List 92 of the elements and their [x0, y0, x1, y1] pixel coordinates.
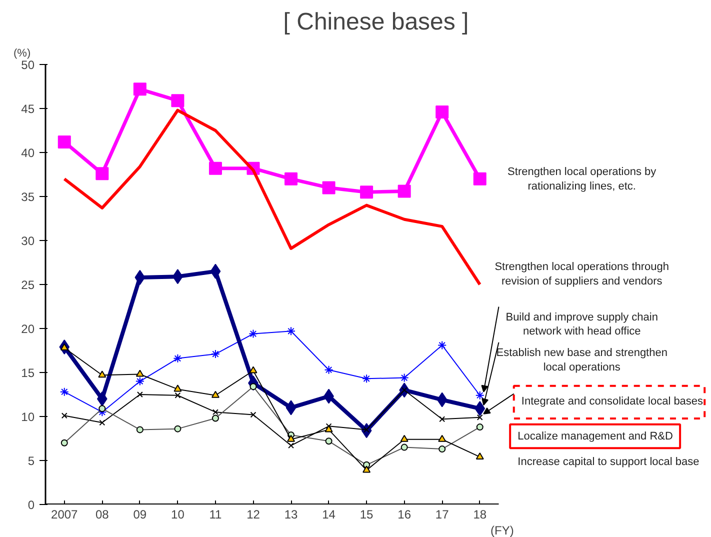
point	[171, 94, 184, 108]
y-tick-label: 25	[21, 278, 35, 292]
point	[360, 186, 374, 199]
y-tick-label: 5	[28, 454, 35, 468]
x-tick-label: 14	[322, 508, 336, 522]
point	[400, 434, 408, 442]
x-tick-label: 13	[284, 508, 298, 522]
point	[212, 409, 218, 416]
point	[474, 401, 486, 416]
series-label: Strengthen local operations by rationalizing lines, etc.	[508, 166, 657, 192]
point	[438, 446, 446, 453]
y-tick-label: 35	[21, 190, 35, 204]
point	[286, 400, 296, 416]
point	[174, 425, 182, 432]
point	[210, 264, 221, 279]
point	[136, 392, 143, 398]
point	[96, 167, 109, 180]
point	[133, 82, 146, 96]
y-tick-label: 0	[28, 498, 35, 512]
y-tick-label: 20	[21, 322, 35, 336]
point	[58, 135, 71, 148]
point	[476, 414, 483, 420]
point	[473, 172, 486, 186]
point	[99, 420, 106, 426]
text: Build and improve supply chain network with head office	[506, 311, 658, 338]
point	[60, 387, 69, 396]
point	[174, 392, 181, 398]
point	[476, 424, 484, 431]
point	[61, 412, 68, 419]
point	[436, 106, 449, 119]
point	[134, 270, 146, 285]
x-tick-label: 18	[473, 508, 487, 522]
text: Increase capital to support local base	[518, 456, 700, 468]
point	[322, 181, 336, 194]
point	[400, 373, 409, 382]
point	[135, 376, 144, 386]
y-tick-label: 50	[21, 58, 35, 72]
x-tick-label: 11	[209, 508, 222, 522]
point	[362, 466, 371, 473]
x-tick-label: 09	[133, 508, 147, 522]
point	[326, 423, 332, 430]
x-tick-label: 15	[360, 508, 374, 522]
legend-label: Integrate and consolidate local bases	[521, 396, 704, 408]
y-axis-title: (%)	[14, 48, 31, 60]
point	[475, 390, 484, 400]
point	[325, 438, 332, 445]
point	[324, 365, 334, 374]
line-series	[62, 108, 482, 286]
point	[136, 370, 144, 377]
x-tick-label: 10	[171, 508, 185, 522]
point	[173, 354, 182, 363]
point	[286, 326, 296, 336]
point	[284, 172, 298, 186]
point	[136, 426, 144, 434]
point	[212, 414, 219, 422]
point	[439, 416, 446, 422]
y-tick-label: 30	[21, 234, 35, 248]
point	[248, 329, 258, 338]
point	[398, 184, 411, 198]
x-tick-label: 17	[435, 508, 450, 522]
series-label: Strengthen local operations through revision of suppliers and vendors	[494, 260, 670, 288]
point	[288, 442, 294, 449]
text: Localize management and R&D	[518, 430, 674, 442]
point	[174, 384, 182, 392]
point	[362, 374, 372, 384]
point	[211, 390, 220, 398]
x-tick-label: 2007	[51, 508, 78, 522]
point	[438, 434, 446, 442]
point	[324, 425, 333, 432]
point	[400, 444, 408, 451]
point	[98, 370, 106, 378]
x-axis-title: (FY)	[490, 524, 514, 537]
x-tick-label: 08	[95, 508, 110, 522]
point	[208, 162, 222, 175]
y-tick-label: 15	[21, 366, 35, 380]
point	[210, 350, 220, 359]
point	[438, 340, 447, 350]
text: Establish new base and strengthen local operations	[496, 346, 668, 374]
point	[476, 452, 484, 460]
x-tick-label: 16	[398, 508, 412, 522]
x-tick-label: 12	[246, 508, 260, 522]
point	[287, 434, 296, 442]
y-tick-label: 45	[21, 102, 35, 116]
point	[60, 439, 68, 446]
y-tick-label: 10	[21, 410, 35, 424]
point	[249, 366, 258, 374]
point	[250, 412, 256, 418]
y-tick-label: 40	[21, 146, 35, 160]
point	[436, 392, 448, 408]
point	[98, 405, 106, 412]
point	[96, 391, 108, 406]
chart-title: [ Chinese bases ]	[283, 8, 469, 36]
